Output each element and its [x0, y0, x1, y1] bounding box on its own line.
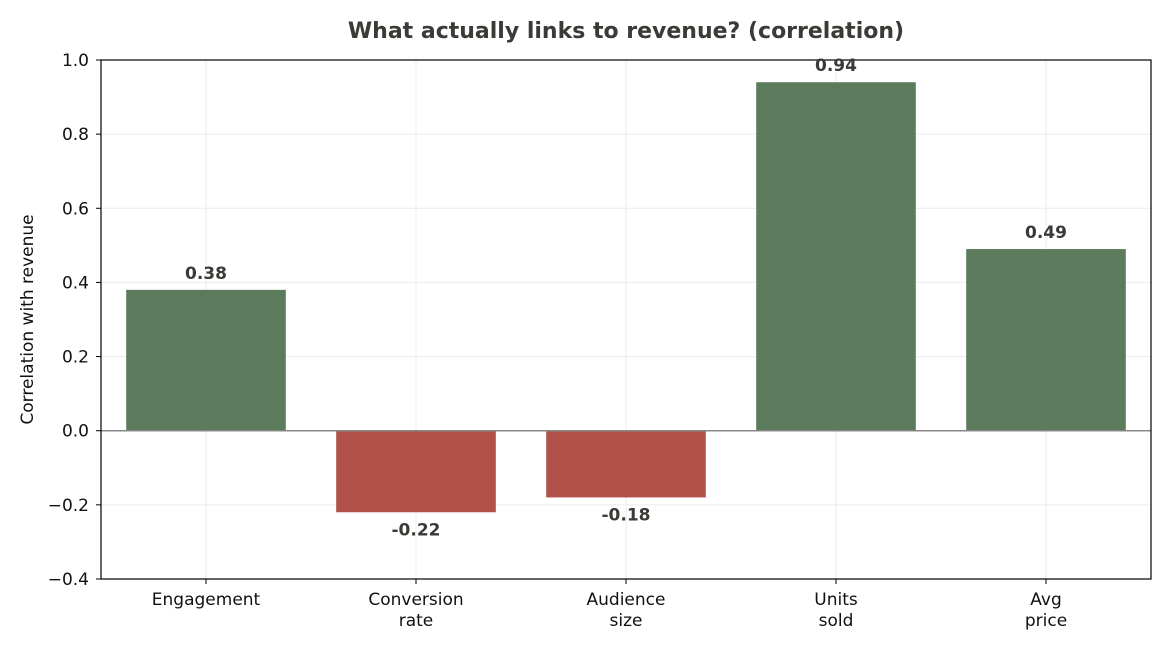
bar-value-label: -0.22	[392, 520, 441, 540]
x-tick-label: price	[1025, 611, 1067, 631]
y-tick-label: 0.8	[62, 125, 89, 145]
bar-value-label: -0.18	[602, 505, 651, 525]
x-tick-label: rate	[399, 611, 434, 631]
bar-value-label: 0.49	[1025, 223, 1067, 243]
bar	[756, 82, 916, 431]
data-labels: 0.38 -0.22 -0.18 0.94 0.49	[185, 56, 1067, 540]
bar	[546, 430, 706, 498]
chart-title: What actually links to revenue? (correla…	[348, 19, 904, 44]
bars	[126, 82, 1126, 513]
y-tick-label: 0.0	[62, 422, 89, 442]
x-tick-label: Units	[814, 590, 858, 610]
y-tick-label: −0.2	[48, 496, 89, 516]
y-tick-label: 1.0	[62, 51, 89, 71]
x-tick-label: Audience	[587, 590, 666, 610]
y-tick-label: 0.6	[62, 199, 89, 219]
bar-value-label: 0.38	[185, 264, 227, 284]
bar	[126, 289, 286, 431]
y-tick-label: 0.4	[62, 273, 89, 293]
y-tick-label: 0.2	[62, 348, 89, 368]
x-tick-label: size	[610, 611, 643, 631]
y-tick-label: −0.4	[48, 570, 89, 590]
axis-ticks: −0.4 −0.2 0.0 0.2 0.4 0.6 0.8 1.0 Engagement Conv…	[48, 51, 1067, 631]
bar	[336, 430, 496, 513]
x-tick-label: sold	[819, 611, 854, 631]
x-tick-label: Conversion	[368, 590, 463, 610]
y-axis-label: Correlation with revenue	[18, 214, 38, 424]
bar-value-label: 0.94	[815, 56, 857, 76]
x-tick-label: Avg	[1030, 590, 1062, 610]
x-tick-label: Engagement	[152, 590, 261, 610]
bar	[966, 249, 1126, 431]
